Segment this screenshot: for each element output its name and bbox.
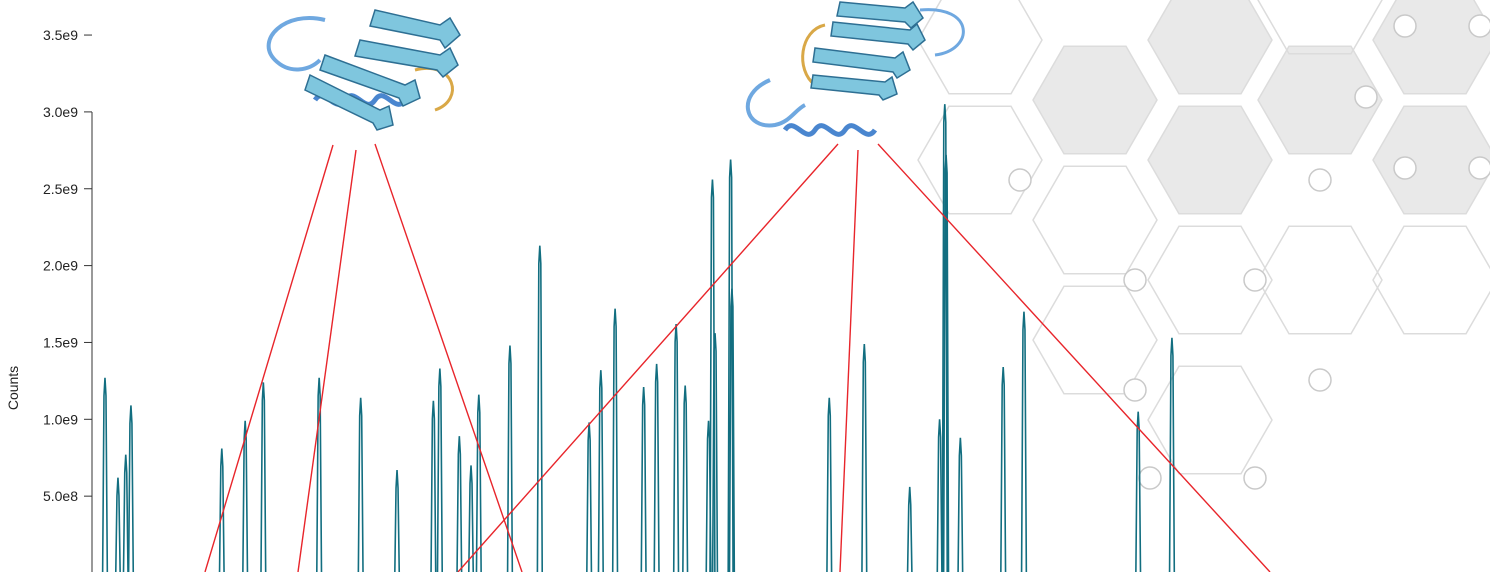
- chromatogram-peak: [1135, 411, 1142, 572]
- chromatogram-peak: [826, 397, 833, 572]
- chromatogram-peak: [711, 333, 719, 572]
- chromatogram-peak: [456, 436, 463, 572]
- y-tick-label: 3.0e9: [43, 104, 78, 120]
- chromatogram-peak: [357, 397, 364, 572]
- hexagon-node: [1123, 268, 1147, 292]
- connector-line: [877, 143, 1271, 572]
- protein-loop: [266, 16, 326, 72]
- y-tick-label: 1.5e9: [43, 334, 78, 350]
- chromatogram-peak: [536, 245, 544, 572]
- hexagon-shape: [1257, 45, 1383, 155]
- chromatogram-peak: [101, 377, 109, 572]
- hexagon-shape: [917, 105, 1043, 215]
- protein-ribbon-icon-left: [266, 9, 461, 131]
- chromatogram-peak: [653, 363, 660, 572]
- hexagon-node: [1308, 368, 1332, 392]
- y-tick-label: 2.0e9: [43, 258, 78, 274]
- connector-lines: [204, 143, 1271, 572]
- protein-loop: [745, 78, 807, 128]
- hexagon-shape: [1372, 105, 1490, 215]
- hexagon-shape: [1372, 0, 1490, 95]
- hexagon-shape: [1147, 225, 1273, 335]
- hexagon-shape: [1032, 285, 1158, 395]
- chromatogram-peak: [728, 288, 736, 572]
- chromatogram-peak: [316, 377, 323, 572]
- connector-line: [839, 149, 859, 572]
- hexagon-node: [1008, 168, 1032, 192]
- y-axis-title: Counts: [5, 366, 21, 410]
- hexagon-shape: [1147, 365, 1273, 475]
- y-axis-ticks: 5.0e8 1.0e9 1.5e9 2.0e9 2.5e9 3.0e9 3.5e9: [43, 27, 92, 504]
- chromatogram-peak: [957, 437, 964, 572]
- hexagon-node: [1393, 14, 1417, 38]
- chart-area: 5.0e8 1.0e9 1.5e9 2.0e9 2.5e9 3.0e9 3.5e9 Coun…: [5, 27, 1176, 572]
- hexagon-shape: [1147, 0, 1273, 95]
- hexagon-shape: [1257, 225, 1383, 335]
- chromatogram-peak: [597, 370, 604, 572]
- hexagon-shape: [1372, 225, 1490, 335]
- hexagon-shape: [1257, 0, 1383, 55]
- hexagon-node: [1468, 156, 1490, 180]
- connector-line: [374, 143, 523, 572]
- hexagon-node: [1243, 268, 1267, 292]
- chromatogram-peak: [242, 420, 249, 572]
- beta-sheet: [304, 9, 461, 131]
- chromatogram-peak: [709, 179, 716, 572]
- hexagon-node: [1393, 156, 1417, 180]
- chromatogram-peak: [260, 382, 267, 572]
- chromatogram-peak: [475, 394, 482, 572]
- chromatogram-peak: [611, 308, 619, 572]
- hexagon-node: [1354, 85, 1378, 109]
- chromatogram-peak: [114, 477, 121, 572]
- chromatogram-peak: [936, 419, 943, 572]
- chromatogram-peak: [672, 323, 680, 572]
- hexagon-node: [1138, 466, 1162, 490]
- chromatogram-peak: [906, 486, 913, 572]
- chromatogram-peak: [682, 385, 689, 572]
- chromatogram-peak: [586, 422, 593, 572]
- chromatogram-peak: [1000, 366, 1007, 572]
- y-tick-label: 3.5e9: [43, 27, 78, 43]
- hexagon-shape: [1032, 165, 1158, 275]
- chromatogram-peak: [1168, 337, 1176, 572]
- y-tick-label: 1.0e9: [43, 411, 78, 427]
- chromatogram-peak: [861, 343, 868, 572]
- chromatogram-peak: [127, 405, 135, 572]
- protein-loop: [919, 8, 965, 57]
- chromatogram-peak: [436, 368, 444, 572]
- hexagon-node: [1123, 378, 1147, 402]
- chromatogram-peak: [941, 104, 949, 572]
- y-tick-label: 5.0e8: [43, 488, 78, 504]
- y-tick-label: 2.5e9: [43, 181, 78, 197]
- connector-line: [297, 149, 357, 572]
- hexagon-shape: [1032, 45, 1158, 155]
- chromatogram-peak: [430, 400, 437, 572]
- chromatogram-peak: [640, 386, 647, 572]
- protein-ribbon-icon-right: [745, 0, 965, 137]
- beta-sheet: [810, 0, 926, 101]
- chromatogram-peak: [468, 465, 475, 572]
- hexagon-shape: [1147, 105, 1273, 215]
- chromatogram-peak: [727, 159, 734, 572]
- chromatogram-peak: [506, 345, 514, 572]
- protein-loop: [801, 23, 826, 87]
- hexagon-shape: [917, 0, 1043, 95]
- hexagon-node: [1468, 14, 1490, 38]
- connector-line: [204, 144, 334, 572]
- chromatogram-peak: [1020, 311, 1028, 572]
- protein-helix: [782, 123, 878, 137]
- chromatogram-peak: [122, 454, 129, 572]
- hexagon-node: [1308, 168, 1332, 192]
- chromatogram-peak: [942, 154, 950, 572]
- hexagon-background-pattern: [917, 0, 1490, 490]
- hexagon-node: [1243, 466, 1267, 490]
- chromatogram-peak: [394, 469, 401, 572]
- connector-line: [457, 143, 839, 572]
